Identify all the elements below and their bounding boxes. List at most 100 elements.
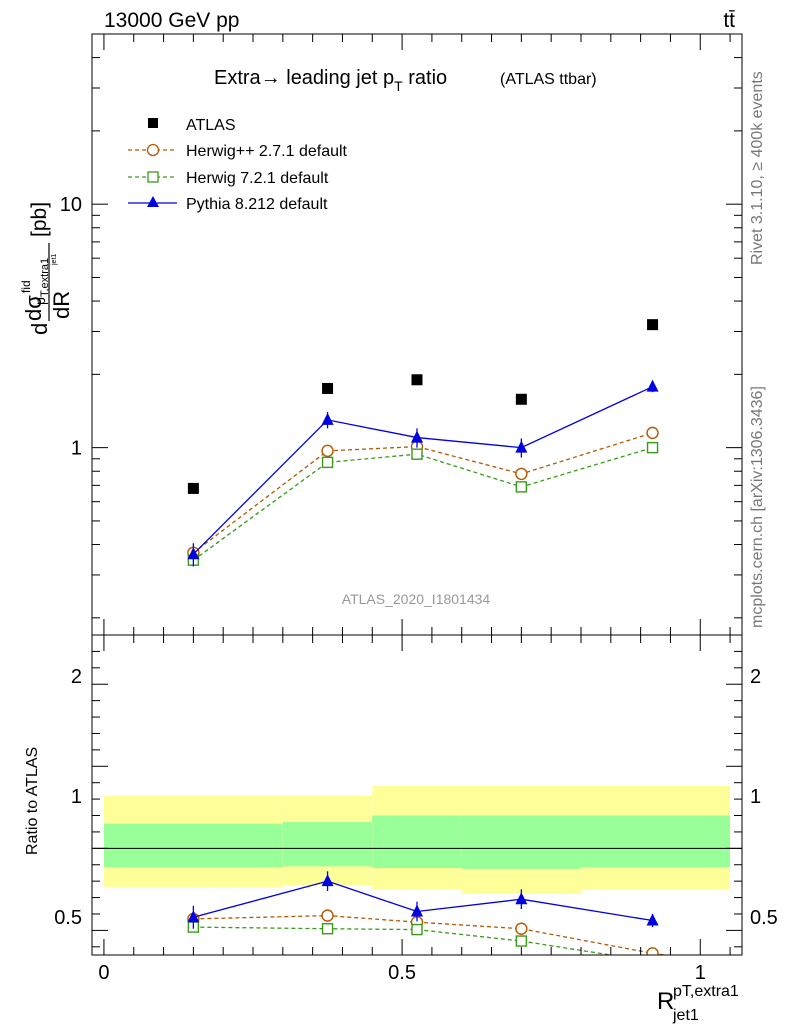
ratio-y-tick-labels: 2 1 0.5 2 1 0.5 [54,666,778,929]
ratio-series-layer [187,871,670,955]
legend-item-atlas: ATLAS [148,117,236,134]
ratio-point-pythia [187,910,200,923]
energy-label: 13000 GeV pp [104,9,239,32]
main-panel: 1 10 Extra→ leading jet pT ratio (ATLAS … [19,33,743,636]
legend-item-herwig7: Herwig 7.2.1 default [128,170,329,187]
ratio-frame [91,634,743,956]
ratio-panel: 2 1 0.5 2 1 0.5 Ratio to ATLAS 0 0.5 1 R… [24,634,778,1024]
ratio-y-label: Ratio to ATLAS [24,747,41,855]
legend-atlas-label: ATLAS [186,117,236,134]
x-tick-label-1: 1 [695,962,706,984]
ratio-uncertainty-bands [103,785,731,894]
series-herwig7 [187,441,659,566]
point-atlas [647,319,659,331]
ratio-series-herwigpp [187,909,670,955]
point-herwigpp [515,467,528,481]
legend-herwigpp-marker [146,143,160,157]
ratio-point-herwig7 [411,923,423,936]
legend-herwigpp-label: Herwig++ 2.7.1 default [186,143,348,160]
point-herwig7 [411,448,423,460]
series-line-pythia [192,386,653,555]
ratio-point-herwigpp [515,922,528,935]
svg-text:[pb]: [pb] [28,202,51,237]
point-atlas [515,393,527,405]
band-inner [103,823,283,868]
point-herwigpp [321,444,334,458]
ratio-series-pythia [187,871,659,929]
legend-herwig7-label: Herwig 7.2.1 default [186,170,329,187]
ratio-ytick-2-right: 2 [750,666,761,688]
x-tick-label-0: 0 [98,962,109,984]
ratio-ytick-05-right: 0.5 [750,907,778,929]
main-y-tick-labels: 1 10 [60,194,82,459]
svg-text:jet1: jet1 [672,1007,699,1024]
point-herwigpp [646,426,659,440]
svg-text:fid: fid [19,280,33,293]
series-line-herwigpp [192,432,653,554]
y-tick-label-1: 1 [71,438,82,460]
point-herwig7 [515,481,528,493]
ratio-ticks [92,634,742,955]
point-herwig7 [321,456,334,469]
svg-text:d: d [27,323,52,335]
legend: ATLAS Herwig++ 2.7.1 default Herwig 7.2.… [128,117,348,213]
band-inner [372,815,462,869]
y-tick-label-10: 10 [60,194,82,216]
svg-text:p: p [32,297,48,305]
point-pythia [515,440,528,453]
band-inner [282,822,373,867]
point-pythia [646,379,659,392]
rivet-label: Rivet 3.1.10, ≥ 400k events [749,71,766,265]
legend-item-pythia: Pythia 8.212 default [128,196,328,213]
process-label: tt̄ [723,9,735,32]
point-pythia [321,412,334,425]
band-inner [580,815,731,868]
ratio-point-pythia [646,913,659,926]
legend-herwig7-marker [147,171,159,183]
ratio-point-herwig7 [321,923,334,935]
ratio-ytick-1-left: 1 [71,786,82,808]
series-line-herwig7 [192,447,653,561]
ratio-point-pythia [411,904,423,917]
ratio-line-herwigpp [193,914,670,955]
main-y-ticks [92,33,742,635]
series-atlas [187,319,659,494]
x-tick-labels: 0 0.5 1 [98,962,705,984]
svg-text:pT,extra1: pT,extra1 [673,983,739,1000]
main-series-layer [187,319,659,567]
chart-title: Extra→ leading jet pT ratio [214,67,447,94]
x-tick-label-0-5: 0.5 [388,962,416,984]
ratio-series-herwig7 [187,921,615,955]
point-herwig7 [646,441,659,454]
point-pythia [187,547,200,560]
point-atlas [411,374,423,386]
ratio-ytick-2-left: 2 [71,666,82,688]
ratio-point-herwigpp [646,947,659,955]
band-inner [461,815,581,869]
point-pythia [411,430,423,443]
svg-text:dσ: dσ [21,295,46,321]
ratio-ytick-05-left: 0.5 [54,907,82,929]
point-atlas [322,382,334,394]
analysis-watermark: ATLAS_2020_I1801434 [342,591,491,607]
chart-title-sub: (ATLAS ttbar) [500,71,597,88]
legend-item-herwigpp: Herwig++ 2.7.1 default [128,143,348,160]
svg-text:T,extra1: T,extra1 [39,258,51,297]
ratio-point-pythia [321,874,334,887]
mcplots-label: mcplots.cern.ch [arXiv:1306.3436] [749,386,766,628]
ratio-point-herwigpp [321,909,334,922]
legend-atlas-marker [148,118,158,128]
series-pythia [187,379,659,567]
svg-text:dR: dR [49,291,74,319]
main-y-label: d dσ fid p T,extra1 jet1 dR [pb] [19,202,74,335]
legend-pythia-marker [147,196,159,207]
ratio-ytick-1-right: 1 [750,786,761,808]
legend-pythia-label: Pythia 8.212 default [186,196,328,213]
point-atlas [187,482,199,494]
ratio-line-herwig7 [193,926,615,955]
x-axis-label: R pT,extra1 jet1 [657,983,739,1024]
ratio-point-pythia [515,892,528,905]
ratio-point-herwig7 [515,935,528,947]
svg-text:jet1: jet1 [51,254,58,266]
